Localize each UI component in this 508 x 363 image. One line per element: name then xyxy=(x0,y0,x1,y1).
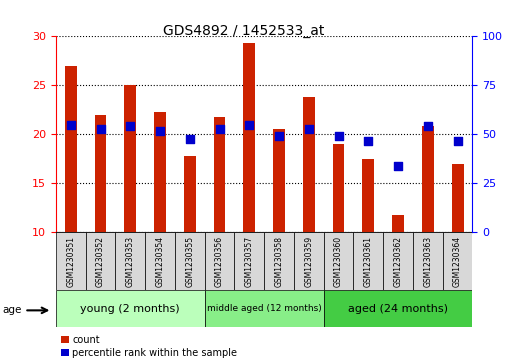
Bar xyxy=(333,144,344,232)
Text: GDS4892 / 1452533_at: GDS4892 / 1452533_at xyxy=(163,24,325,38)
Bar xyxy=(94,115,107,232)
Point xyxy=(126,123,134,129)
Text: GSM1230352: GSM1230352 xyxy=(96,236,105,287)
Bar xyxy=(56,290,205,327)
Bar xyxy=(442,232,472,290)
Bar xyxy=(175,232,205,290)
Legend: count, percentile rank within the sample: count, percentile rank within the sample xyxy=(61,335,237,358)
Bar xyxy=(452,164,463,232)
Bar xyxy=(264,232,294,290)
Bar xyxy=(124,85,136,232)
Text: GSM1230351: GSM1230351 xyxy=(66,236,75,287)
Text: young (2 months): young (2 months) xyxy=(80,303,180,314)
Point xyxy=(394,163,402,168)
Bar xyxy=(205,232,234,290)
Text: GSM1230360: GSM1230360 xyxy=(334,236,343,287)
Text: GSM1230358: GSM1230358 xyxy=(274,236,283,287)
Bar xyxy=(243,43,255,232)
Bar xyxy=(115,232,145,290)
Text: GSM1230359: GSM1230359 xyxy=(304,236,313,287)
Point xyxy=(186,136,194,142)
Bar xyxy=(86,232,115,290)
Text: GSM1230361: GSM1230361 xyxy=(364,236,373,287)
Text: GSM1230353: GSM1230353 xyxy=(126,236,135,287)
Text: GSM1230363: GSM1230363 xyxy=(423,236,432,287)
Bar xyxy=(234,232,264,290)
Bar xyxy=(303,97,315,232)
Point xyxy=(305,126,313,132)
Bar xyxy=(205,290,324,327)
Text: middle aged (12 months): middle aged (12 months) xyxy=(207,304,322,313)
Bar xyxy=(354,232,383,290)
Bar xyxy=(324,232,354,290)
Bar xyxy=(145,232,175,290)
Bar xyxy=(213,117,226,232)
Text: aged (24 months): aged (24 months) xyxy=(348,303,448,314)
Bar xyxy=(294,232,324,290)
Text: GSM1230362: GSM1230362 xyxy=(394,236,402,287)
Bar xyxy=(56,232,86,290)
Bar xyxy=(65,66,77,232)
Point xyxy=(364,138,372,144)
Point xyxy=(454,138,462,144)
Point xyxy=(97,126,105,132)
Point xyxy=(334,133,342,139)
Text: GSM1230356: GSM1230356 xyxy=(215,236,224,287)
Text: GSM1230357: GSM1230357 xyxy=(245,236,254,287)
Text: GSM1230364: GSM1230364 xyxy=(453,236,462,287)
Text: GSM1230355: GSM1230355 xyxy=(185,236,194,287)
Bar xyxy=(383,232,413,290)
Bar xyxy=(422,126,434,232)
Text: GSM1230354: GSM1230354 xyxy=(155,236,165,287)
Bar xyxy=(392,215,404,232)
Bar xyxy=(273,129,285,232)
Point xyxy=(424,123,432,129)
Point xyxy=(245,122,253,127)
Text: age: age xyxy=(3,305,22,315)
Bar xyxy=(413,232,442,290)
Bar xyxy=(184,156,196,232)
Bar xyxy=(324,290,472,327)
Bar xyxy=(362,159,374,232)
Point xyxy=(215,126,224,132)
Point xyxy=(67,122,75,127)
Bar xyxy=(154,112,166,232)
Point xyxy=(275,133,283,139)
Point xyxy=(156,129,164,134)
